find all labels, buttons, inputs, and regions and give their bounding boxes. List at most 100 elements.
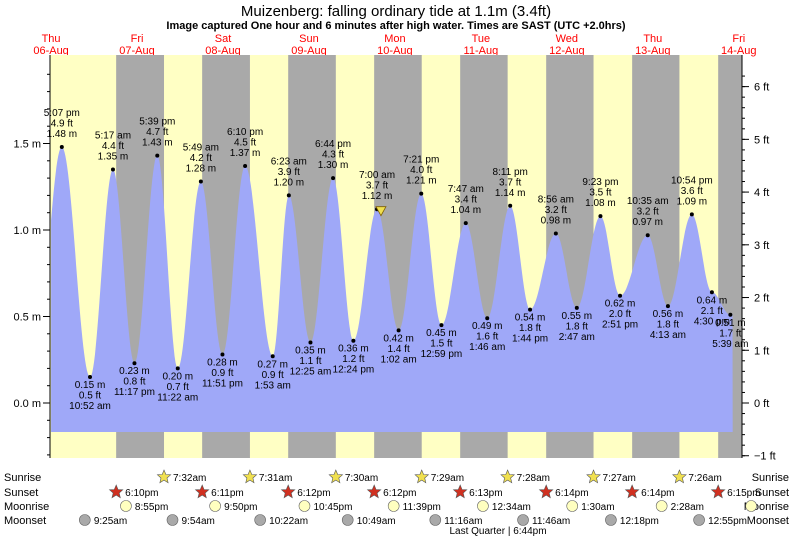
- moonrise-icon: [566, 500, 579, 512]
- tide-time-label: 5:49 am: [183, 143, 219, 154]
- tide-ft-label: 3.9 ft: [278, 167, 300, 178]
- right-tick-label: 6 ft: [754, 82, 769, 94]
- tide-time-label: 8:11 pm: [492, 167, 527, 178]
- sunset-time-label: 6:13pm: [469, 488, 502, 499]
- tide-time-label: 6:10 pm: [227, 127, 263, 138]
- tide-m-label: 1.12 m: [362, 191, 393, 202]
- tide-time-label: 11:17 pm: [114, 387, 155, 398]
- sunset-icon: [108, 484, 124, 499]
- tide-point: [553, 231, 558, 236]
- moonrise-icon: [120, 500, 132, 512]
- day-date-label: 08-Aug: [205, 45, 240, 57]
- moonrise-time-label: 10:45pm: [313, 502, 352, 513]
- moonrise-icon: [655, 500, 668, 512]
- tide-point: [439, 323, 444, 328]
- moonset-time-label: 10:49am: [357, 516, 396, 527]
- left-tick-label: 0.0 m: [13, 398, 41, 410]
- tide-point: [243, 163, 248, 168]
- tide-m-label: 1.14 m: [495, 188, 526, 199]
- tide-point: [59, 144, 64, 149]
- tide-time-label: 2:51 pm: [602, 320, 638, 331]
- astro-row-label-right: Moonset: [747, 515, 789, 527]
- sunrise-icon: [242, 469, 258, 484]
- tide-m-label: 0.98 m: [541, 215, 572, 226]
- current-tide-marker: [375, 206, 387, 217]
- tide-point: [155, 153, 160, 158]
- moonrise-time-label: 12:34am: [492, 502, 531, 513]
- tide-time-label: 7:21 pm: [403, 155, 439, 166]
- tide-point: [618, 293, 623, 298]
- tide-ft-label: 3.2 ft: [637, 207, 659, 218]
- tide-time-label: 5:07 pm: [44, 108, 80, 119]
- tide-point: [270, 354, 275, 359]
- tide-ft-label: 1.8 ft: [519, 323, 541, 334]
- tide-m-label: 0.23 m: [119, 366, 150, 377]
- astro-row-label-left: Sunrise: [4, 472, 41, 484]
- tide-m-label: 0.56 m: [653, 309, 684, 320]
- moonrise-icon: [209, 500, 221, 512]
- tide-point: [132, 361, 137, 366]
- day-date-label: 06-Aug: [33, 45, 68, 57]
- moonrise-icon: [387, 500, 400, 512]
- tide-time-label: 12:25 am: [290, 366, 332, 377]
- tide-time-label: 7:00 am: [359, 170, 395, 181]
- tide-m-label: 0.36 m: [338, 344, 369, 355]
- sunrise-icon: [586, 469, 601, 484]
- chart-title: Muizenberg: falling ordinary tide at 1.1…: [241, 3, 551, 20]
- tide-ft-label: 1.4 ft: [387, 344, 409, 355]
- tide-point: [220, 352, 225, 357]
- day-name-label: Wed: [556, 33, 578, 45]
- tide-ft-label: 0.9 ft: [211, 368, 233, 379]
- tide-ft-label: 3.5 ft: [589, 188, 611, 199]
- right-tick-label: 2 ft: [754, 293, 769, 305]
- day-date-label: 13-Aug: [635, 45, 670, 57]
- tide-m-label: 0.62 m: [605, 299, 636, 310]
- tide-ft-label: 0.7 ft: [167, 382, 189, 393]
- day-date-label: 12-Aug: [549, 45, 584, 57]
- sunset-icon: [452, 484, 468, 499]
- tide-m-label: 0.28 m: [207, 358, 238, 369]
- day-name-label: Sun: [299, 33, 319, 45]
- moonrise-time-label: 2:28am: [671, 502, 704, 513]
- right-tick-label: −1 ft: [754, 451, 776, 463]
- tide-m-label: 0.97 m: [632, 217, 663, 228]
- tide-time-label: 9:23 pm: [582, 177, 618, 188]
- tide-point: [463, 221, 468, 226]
- tide-point: [419, 191, 424, 196]
- moonset-icon: [79, 514, 91, 526]
- tide-time-label: 5:39 pm: [139, 117, 175, 128]
- moonrise-time-label: 1:30am: [581, 502, 614, 513]
- day-name-label: Fri: [732, 33, 745, 45]
- tide-m-label: 0.42 m: [383, 333, 414, 344]
- moonset-time-label: 9:25am: [94, 516, 127, 527]
- tide-point: [485, 316, 490, 321]
- sunrise-time-label: 7:30am: [345, 473, 378, 484]
- moonrise-icon: [298, 500, 311, 512]
- sunset-time-label: 6:12pm: [297, 488, 330, 499]
- tide-m-label: 1.43 m: [142, 138, 173, 149]
- sunrise-time-label: 7:28am: [517, 473, 550, 484]
- tide-time-label: 1:53 am: [255, 380, 291, 391]
- tide-m-label: 0.20 m: [162, 371, 193, 382]
- sunset-time-label: 6:10pm: [125, 488, 158, 499]
- day-date-label: 11-Aug: [464, 45, 499, 57]
- tide-m-label: 0.51 m: [715, 318, 746, 329]
- right-tick-label: 4 ft: [754, 187, 769, 199]
- tide-time-label: 1:46 am: [469, 342, 505, 353]
- tide-time-label: 1:44 pm: [512, 334, 548, 345]
- tide-m-label: 1.21 m: [406, 176, 437, 187]
- sunset-icon: [194, 484, 210, 499]
- tide-m-label: 0.45 m: [426, 328, 457, 339]
- sunrise-icon: [328, 469, 344, 484]
- astro-row-label-left: Moonset: [4, 515, 46, 527]
- day-name-label: Mon: [384, 33, 405, 45]
- tide-ft-label: 4.4 ft: [102, 141, 124, 152]
- tide-time-label: 11:22 am: [157, 392, 198, 403]
- tide-ft-label: 4.0 ft: [410, 165, 432, 176]
- sunrise-icon: [414, 469, 430, 484]
- moonset-time-label: 12:18pm: [620, 516, 659, 527]
- tide-point: [286, 193, 291, 198]
- tide-m-label: 0.35 m: [295, 345, 326, 356]
- tide-m-label: 0.15 m: [75, 380, 106, 391]
